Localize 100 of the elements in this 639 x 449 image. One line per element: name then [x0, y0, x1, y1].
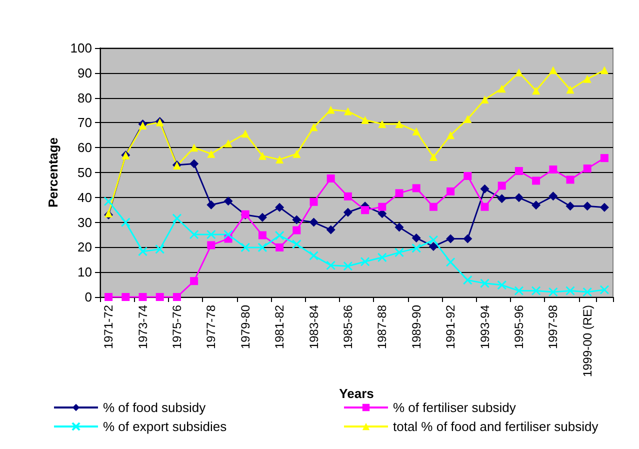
x-tick-label: 1993-94	[478, 304, 492, 350]
point	[464, 114, 472, 123]
point	[446, 257, 456, 267]
x-tick-label: 1985-86	[340, 304, 355, 350]
x-tick-label: 1997-98	[546, 304, 560, 350]
point	[395, 120, 404, 128]
y-tick-label: 40	[78, 190, 92, 205]
point	[276, 243, 284, 252]
point	[497, 280, 507, 290]
point	[155, 244, 165, 254]
point	[600, 202, 609, 212]
point	[464, 172, 472, 180]
y-axis-title: Percentage	[45, 137, 60, 208]
point	[206, 230, 216, 240]
point	[548, 192, 558, 201]
point	[532, 200, 541, 210]
point	[480, 202, 489, 211]
x-tick-label: 1971-72	[102, 304, 116, 350]
point	[378, 120, 386, 128]
y-tick-label: 10	[78, 264, 92, 280]
point	[361, 116, 370, 124]
point	[566, 86, 574, 94]
point	[463, 234, 472, 244]
point	[206, 200, 216, 210]
y-tick-label: 70	[78, 115, 92, 130]
point	[326, 260, 336, 270]
point	[190, 159, 199, 168]
point	[190, 144, 198, 152]
point	[549, 66, 558, 74]
point	[531, 286, 541, 296]
y-tick-label: 20	[78, 240, 92, 255]
point	[532, 86, 540, 95]
point	[258, 231, 266, 240]
point	[548, 287, 558, 297]
point	[138, 246, 148, 256]
point	[258, 152, 266, 160]
point	[292, 215, 302, 224]
point	[241, 130, 250, 138]
point	[566, 176, 574, 184]
x-tick-label: 1995-96	[512, 304, 526, 350]
y-tick-label: 90	[78, 65, 92, 80]
point	[120, 218, 130, 228]
point	[360, 256, 370, 266]
point	[326, 174, 335, 182]
point	[104, 293, 113, 301]
point	[600, 285, 610, 295]
point	[480, 184, 490, 194]
point	[480, 278, 490, 288]
point	[428, 242, 438, 251]
x-tick-label: 1979-80	[238, 304, 252, 350]
point	[514, 193, 524, 202]
point	[514, 68, 523, 76]
x-tick-label: 1983-84	[306, 304, 321, 350]
point	[582, 287, 592, 297]
point	[189, 230, 199, 240]
point	[395, 189, 404, 198]
point	[600, 66, 608, 74]
point	[276, 156, 284, 164]
point	[274, 230, 284, 240]
point	[394, 222, 404, 232]
point	[310, 123, 318, 132]
x-tick-label: 1981-82	[272, 304, 287, 350]
x-tick-label: 1999-00 (RE)	[580, 305, 594, 378]
legend-label: % of food subsidy	[103, 400, 206, 415]
point	[377, 252, 387, 262]
point	[600, 154, 608, 162]
point	[361, 206, 370, 214]
point	[412, 243, 422, 253]
y-tick-label: 80	[78, 90, 92, 106]
x-tick-label: 1975-76	[170, 304, 184, 350]
point	[224, 139, 232, 148]
point	[343, 261, 353, 271]
point	[258, 212, 267, 222]
point	[412, 233, 421, 242]
x-tick-label: 1977-78	[204, 304, 218, 350]
x-tick-label: 1973-74	[136, 304, 150, 350]
point	[172, 293, 181, 301]
point	[429, 153, 438, 162]
point	[224, 230, 233, 240]
legend-label: % of export subsidies	[103, 419, 228, 434]
y-tick-label: 30	[78, 214, 92, 230]
y-tick-label: 0	[84, 290, 92, 304]
point	[122, 293, 130, 301]
point	[532, 176, 540, 185]
point	[343, 208, 352, 217]
point	[292, 150, 301, 158]
point	[514, 286, 524, 296]
point	[292, 239, 302, 249]
point	[309, 250, 318, 260]
point	[566, 202, 575, 211]
x-axis-title: Years	[339, 386, 374, 401]
x-tick-label: 1989-90	[409, 304, 424, 350]
point	[344, 192, 352, 200]
point	[566, 286, 575, 296]
point	[412, 127, 420, 136]
point	[224, 196, 233, 206]
legend-label: total % of food and fertiliser subsidy	[393, 419, 599, 434]
point	[156, 293, 164, 301]
point	[207, 150, 216, 158]
point	[344, 107, 352, 116]
